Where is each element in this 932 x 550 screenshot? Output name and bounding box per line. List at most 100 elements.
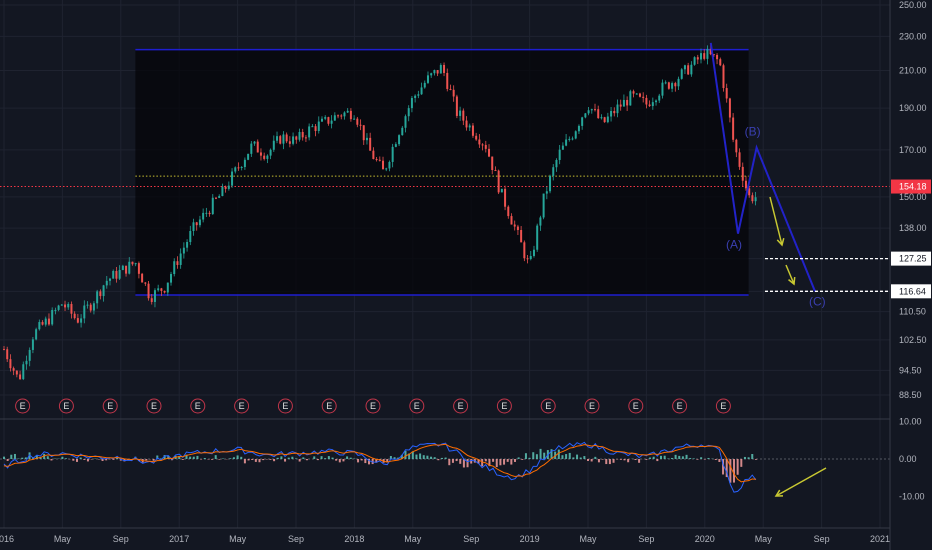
earnings-marker[interactable]: E [540,398,556,414]
candle-down [382,160,385,170]
candle-down [603,117,606,123]
earnings-marker[interactable]: E [15,398,31,414]
histogram-bar [10,454,13,459]
earnings-marker[interactable]: E [321,398,337,414]
last-price-tag-label: 154.18 [899,182,927,192]
histogram-bar [514,459,516,462]
candle-up [83,305,86,319]
histogram-bar [35,455,38,459]
histogram-bar [568,452,571,459]
earnings-label: E [20,401,26,411]
histogram-bar [685,454,688,459]
earnings-marker[interactable]: E [146,398,162,414]
time-tick-label: 2016 [0,534,14,544]
histogram-bar [550,449,553,459]
earnings-marker[interactable]: E [584,398,600,414]
histogram-bar [400,454,403,459]
earnings-marker[interactable]: E [102,398,118,414]
candle-up [414,95,417,99]
histogram-bar [105,459,108,461]
histogram-bar [368,459,370,465]
candle-down [144,282,147,284]
candle-up [86,304,89,306]
earnings-marker[interactable]: E [672,398,688,414]
candle-down [481,144,484,146]
histogram-bar [287,457,290,459]
histogram-bar [754,459,757,460]
histogram-bar [535,454,538,459]
candle-down [73,313,76,319]
price-tick-label: 138.00 [899,223,927,233]
histogram-bar [269,459,272,460]
earnings-label: E [370,401,376,411]
histogram-bar [441,457,443,459]
candle-up [240,166,243,168]
histogram-bar [61,456,64,459]
histogram-bar [200,459,203,460]
candle-up [205,212,208,214]
wave-label-b: (B) [745,125,761,139]
candle-down [378,159,381,161]
candle-up [276,136,279,141]
histogram-bar [291,456,294,459]
candle-up [536,225,539,250]
histogram-bar [262,459,265,461]
time-tick-label: May [579,534,597,544]
candle-down [285,134,288,142]
earnings-marker[interactable]: E [628,398,644,414]
candle-up [346,110,349,113]
candle-up [96,291,99,304]
histogram-bar [349,457,352,459]
candle-up [173,261,176,275]
candle-down [125,265,128,274]
earnings-label: E [720,401,726,411]
histogram-bar [408,453,411,459]
histogram-bar [302,457,305,459]
candle-up [67,303,70,308]
candle-down [89,304,92,311]
candle-up [179,253,182,265]
earnings-marker[interactable]: E [715,398,731,414]
candle-up [574,131,577,139]
histogram-bar [189,456,192,459]
histogram-bar [729,459,732,483]
candle-up [577,125,580,132]
earnings-circle [234,398,250,414]
earnings-circle [672,398,688,414]
histogram-bar [623,459,626,461]
earnings-label: E [414,401,420,411]
candle-up [333,115,336,121]
histogram-bar [218,459,221,460]
candle-up [118,270,121,279]
candle-up [407,108,410,117]
earnings-marker[interactable]: E [496,398,512,414]
price-tick-label: 150.00 [899,192,927,202]
candle-down [516,226,519,230]
price-tick-label: 102.50 [899,335,927,345]
candle-up [433,70,436,74]
histogram-bar [50,459,53,461]
earnings-marker[interactable]: E [58,398,74,414]
candle-down [304,137,307,139]
earnings-circle [409,398,425,414]
histogram-bar [79,457,82,459]
histogram-group [3,448,757,483]
earnings-marker[interactable]: E [277,398,293,414]
earnings-label: E [458,401,464,411]
histogram-bar [404,450,407,459]
candle-down [314,126,317,131]
earnings-marker[interactable]: E [453,398,469,414]
earnings-marker[interactable]: E [409,398,425,414]
earnings-marker[interactable]: E [234,398,250,414]
candle-up [51,310,54,325]
earnings-marker[interactable]: E [190,398,206,414]
histogram-bar [112,459,115,460]
earnings-label: E [326,401,332,411]
candle-down [208,212,211,215]
histogram-bar [725,459,728,478]
histogram-bar [462,459,465,468]
candle-up [221,186,224,197]
candle-down [520,229,523,243]
earnings-marker[interactable]: E [365,398,381,414]
